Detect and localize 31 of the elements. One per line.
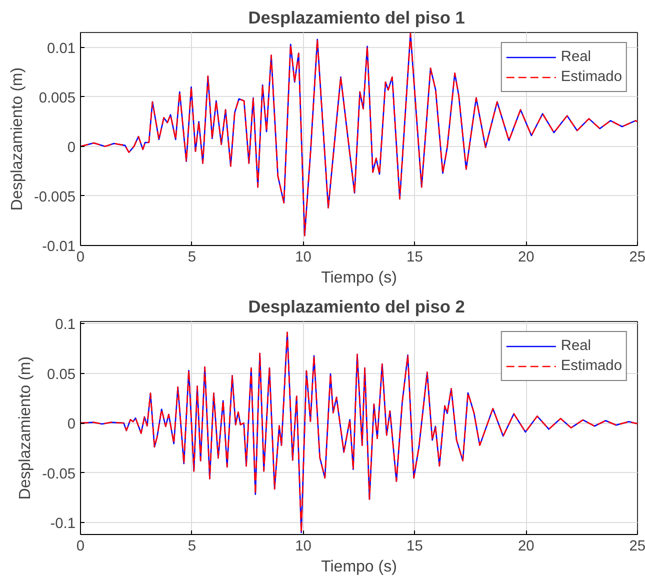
y-tick-label: 0.05 xyxy=(46,366,76,383)
y-axis-title: Desplazamiento (m) xyxy=(17,356,34,500)
y-tick-label: 0 xyxy=(67,140,76,156)
x-tick-label: 15 xyxy=(406,538,423,554)
x-tick-label: 5 xyxy=(188,538,196,554)
x-tick-label: 10 xyxy=(295,538,312,554)
x-tick-label: 20 xyxy=(518,250,534,266)
chart-title: Desplazamiento del piso 2 xyxy=(248,296,465,316)
y-tick-label: -0.05 xyxy=(42,466,76,482)
y-tick-label: -0.01 xyxy=(42,239,76,255)
legend-label: Estimado xyxy=(560,69,622,85)
legend-label: Estimado xyxy=(560,358,622,374)
x-axis-title: Tiempo (s) xyxy=(321,270,397,286)
x-tick-label: 5 xyxy=(188,250,196,266)
y-axis-title: Desplazamiento (m) xyxy=(8,67,26,211)
x-axis-title: Tiempo (s) xyxy=(321,558,397,576)
legend-label: Real xyxy=(560,338,592,354)
y-tick-label: -0.1 xyxy=(50,516,76,532)
x-tick-label: 25 xyxy=(629,538,645,554)
y-tick-label: 0.01 xyxy=(46,40,76,57)
x-tick-label: 15 xyxy=(406,250,423,266)
y-tick-label: 0.005 xyxy=(38,90,76,106)
legend-label: Real xyxy=(560,49,592,65)
y-tick-label: 0 xyxy=(67,416,76,433)
x-tick-label: 10 xyxy=(295,250,312,266)
chart-title: Desplazamiento del piso 1 xyxy=(248,8,466,28)
line-series xyxy=(80,32,638,236)
y-tick-label: -0.005 xyxy=(34,189,76,206)
x-tick-label: 25 xyxy=(629,250,645,266)
y-tick-label: 0.1 xyxy=(55,316,76,333)
x-tick-label: 20 xyxy=(518,538,534,554)
